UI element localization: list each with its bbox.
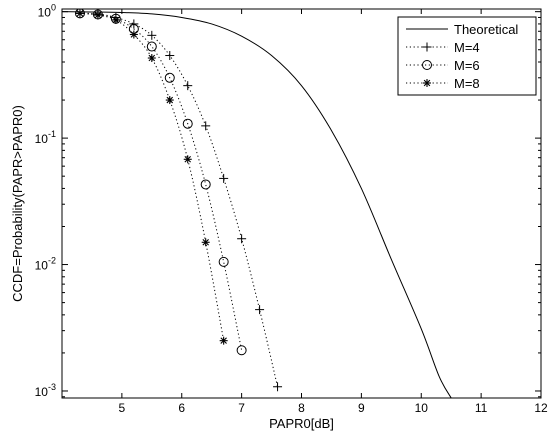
data-point-m-4 [255, 305, 265, 315]
legend-marker [422, 60, 432, 70]
legend-item-m-8: M=8 [406, 76, 480, 91]
legend-item-theoretical: Theoretical [406, 22, 518, 37]
x-tick-label: 12 [534, 401, 548, 415]
ast-d2 [130, 31, 138, 38]
ast-d2 [76, 10, 84, 17]
circle-mark [422, 60, 432, 70]
legend-label: M=6 [454, 58, 480, 73]
axis-layer: 5 6 7 8 9 10 11 12 100 10-1 10-2 10-3 [35, 3, 548, 415]
data-point-m-4 [237, 234, 247, 244]
x-tick-label: 9 [358, 401, 365, 415]
data-point-m-4 [219, 173, 229, 183]
ast-d2 [423, 79, 431, 87]
circle-mark [236, 345, 247, 356]
data-point-m-4 [129, 19, 139, 29]
data-point-m-6 [146, 41, 157, 52]
data-point-m-8 [147, 54, 156, 63]
data-point-m-6 [200, 179, 211, 190]
legend-label: M=4 [454, 40, 480, 55]
ast-d2 [220, 337, 227, 344]
circle-mark [218, 256, 229, 267]
legend-label: M=8 [454, 76, 480, 91]
circle-mark [146, 41, 157, 52]
x-tick-label: 10 [415, 401, 429, 415]
x-axis-label: PAPR0[dB] [269, 416, 334, 431]
data-point-m-8 [201, 238, 210, 247]
ast-d2 [184, 156, 192, 163]
data-point-m-4 [165, 51, 175, 61]
legend-marker [423, 79, 431, 87]
data-point-m-4 [183, 81, 193, 91]
x-tick-label: 5 [119, 401, 126, 415]
series-line-m-4 [79, 12, 279, 387]
x-tick-label: 11 [475, 401, 488, 415]
legend-label: Theoretical [454, 22, 518, 37]
data-point-m-8 [93, 11, 102, 20]
data-point-m-4 [273, 382, 283, 392]
circle-mark [200, 179, 211, 190]
data-point-m-8 [75, 9, 84, 18]
y-axis-label: CCDF=Probability(PAPR>PAPR0) [10, 105, 25, 302]
legend-item-m-4: M=4 [406, 40, 480, 55]
data-point-m-6 [236, 345, 247, 356]
data-point-m-6 [218, 256, 229, 267]
x-tick-label: 7 [238, 401, 245, 415]
circle-mark [164, 72, 175, 83]
data-point-m-4 [201, 121, 211, 131]
legend-marker [422, 42, 432, 52]
legend: Theoretical M=4 M=6 M=8 [397, 16, 537, 96]
x-tick-label: 6 [178, 401, 185, 415]
ast-d2 [202, 239, 209, 246]
y-tick-label: 100 [38, 3, 56, 20]
ast-d2 [166, 96, 174, 104]
legend-box [397, 16, 537, 96]
series-theoretical [62, 11, 452, 398]
y-tick-label: 10-3 [35, 382, 56, 399]
data-point-m-8 [165, 96, 174, 105]
y-tick-label: 10-2 [35, 256, 56, 273]
ast-d2 [94, 11, 102, 19]
ast-d2 [148, 54, 156, 62]
data-point-m-6 [164, 72, 175, 83]
legend-item-m-6: M=6 [406, 58, 480, 73]
data-point-m-8 [219, 336, 228, 345]
data-point-m-4 [147, 30, 157, 40]
data-point-m-8 [129, 30, 138, 39]
y-tick-label: 10-1 [35, 129, 56, 146]
x-tick-label: 8 [298, 401, 305, 415]
series-layer [62, 9, 452, 398]
series-m-8 [75, 9, 228, 345]
ast-d2 [112, 16, 120, 24]
data-point-m-6 [182, 118, 193, 129]
data-point-m-8 [111, 15, 120, 24]
series-line-theoretical [62, 11, 452, 398]
data-point-m-8 [183, 155, 192, 164]
circle-mark [182, 118, 193, 129]
